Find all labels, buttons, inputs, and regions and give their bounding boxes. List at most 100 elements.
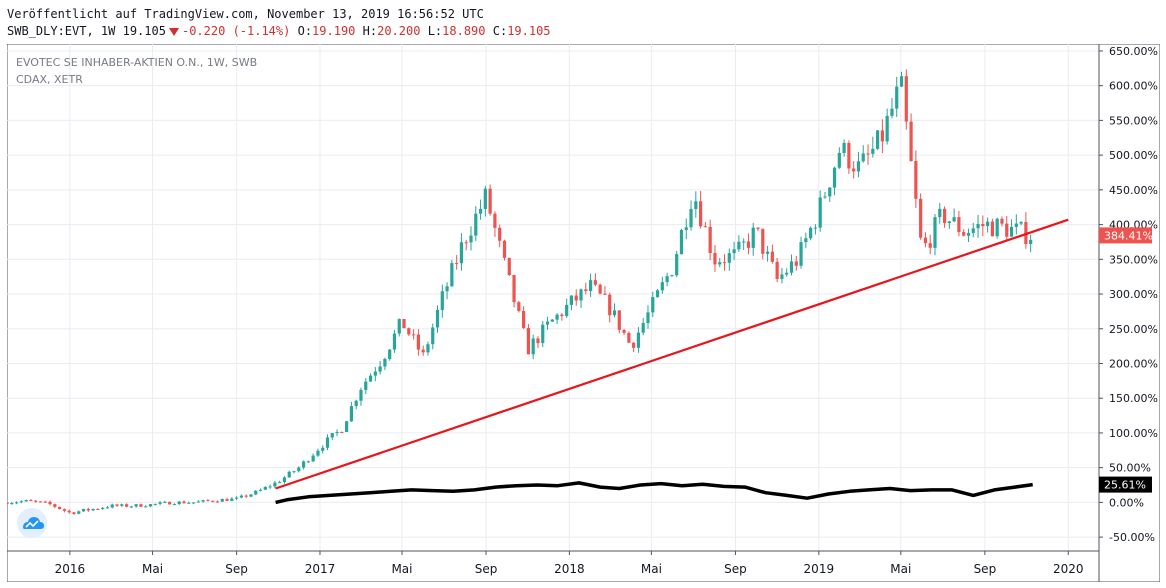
y-tick-label: 350.00% [1109, 253, 1158, 266]
candle-up [282, 477, 287, 483]
candle-down [852, 168, 856, 172]
candle-up [875, 130, 880, 149]
last-value-label: 25.61% [1104, 479, 1146, 492]
candle-up [230, 498, 234, 501]
candle-up [474, 213, 478, 236]
candle-down [225, 499, 229, 501]
candle-up [550, 319, 554, 322]
candle-up [278, 482, 282, 484]
candle-up [172, 504, 177, 506]
candle-up [675, 254, 679, 276]
close-label: C: [492, 24, 508, 38]
candle-down [909, 121, 913, 162]
price-chart[interactable]: -50.00% 0.00% 50.00% 100.00% 150.00% 200.00% 2… [5, 43, 1161, 583]
candle-up [469, 235, 473, 243]
candle-up [737, 241, 741, 250]
candle-up [809, 227, 813, 239]
candle-up [995, 218, 999, 237]
last-price: 19.105 [122, 24, 166, 38]
candle-down [928, 243, 932, 248]
candle-down [526, 327, 530, 355]
candle-up [938, 208, 942, 218]
candle-up [129, 506, 133, 508]
candle-up [368, 375, 373, 382]
candle-down [923, 237, 928, 244]
candle-down [139, 504, 143, 507]
candle-up [555, 314, 559, 320]
candle-up [694, 201, 698, 210]
candle-up [273, 482, 277, 487]
candle-down [770, 251, 774, 262]
x-tick-label: Sep [225, 562, 248, 576]
candle-up [813, 227, 818, 229]
y-tick-label: 250.00% [1109, 323, 1158, 336]
candle-down [168, 501, 172, 505]
candle-down [866, 153, 870, 155]
y-tick-label: 100.00% [1109, 427, 1158, 440]
candle-up [1019, 221, 1023, 224]
candle-down [914, 161, 918, 199]
candle-up [306, 461, 310, 463]
candle-down [593, 280, 597, 285]
y-tick-label: 150.00% [1109, 392, 1158, 405]
candle-up [263, 486, 267, 490]
candle-up [144, 506, 148, 508]
tradingview-cloud-icon[interactable] [17, 508, 47, 538]
candle-up [842, 142, 846, 153]
candle-up [254, 490, 258, 495]
candle-up [297, 467, 301, 472]
candle-up [742, 241, 746, 243]
price-change: -0.220 [181, 24, 226, 38]
candle-down [1000, 218, 1004, 224]
candle-up [651, 297, 655, 313]
candle-up [478, 208, 483, 214]
last-value-badges: 384.41% 25.61% [1099, 227, 1153, 493]
candle-down [746, 241, 751, 248]
candle-down [416, 334, 420, 350]
x-tick-label: 2020 [1053, 562, 1084, 576]
candle-up [861, 153, 865, 162]
candle-up [823, 196, 827, 198]
time-axis[interactable]: 2016 Mai Sep 2017 Mai Sep 2018 Mai Sep 2019 Mai Sep… [55, 551, 1084, 576]
candle-up [77, 511, 81, 514]
candle-up [837, 152, 841, 168]
candle-up [335, 431, 339, 434]
candle-up [10, 503, 14, 505]
candle-up [483, 188, 487, 209]
candle-down [598, 284, 602, 294]
index-series [275, 481, 1033, 505]
y-tick-label: 300.00% [1109, 288, 1158, 301]
candle-down [244, 495, 248, 497]
candle-down [560, 314, 564, 317]
open-value: 19.190 [312, 24, 356, 38]
candle-up [345, 421, 349, 432]
candle-up [440, 291, 444, 310]
candle-up [235, 497, 239, 499]
candle-up [325, 437, 330, 448]
candle-up [679, 229, 684, 255]
candle-down [464, 242, 468, 244]
candle-up [301, 461, 306, 468]
candle-down [880, 130, 884, 142]
low-value: 18.890 [442, 24, 486, 38]
candle-up [354, 400, 358, 407]
candle-up [966, 232, 971, 236]
candle-down [86, 508, 90, 511]
y-tick-label: 200.00% [1109, 357, 1158, 370]
candle-down [96, 508, 100, 510]
candle-down [48, 501, 52, 505]
y-tick-label: 500.00% [1109, 149, 1158, 162]
candle-up [268, 486, 272, 488]
candle-down [919, 198, 923, 238]
candle-up [388, 349, 392, 359]
candle-down [29, 500, 33, 502]
y-tick-label: 0.00% [1109, 496, 1144, 509]
candle-up [426, 344, 430, 353]
candle-down [124, 504, 129, 507]
candle-down [713, 252, 717, 265]
candle-up [856, 161, 861, 172]
candle-up [684, 227, 688, 230]
chart-area[interactable]: -50.00% 0.00% 50.00% 100.00% 150.00% 200.00% 2… [5, 43, 1161, 583]
candle-up [727, 253, 731, 263]
y-tick-label: -50.00% [1109, 531, 1155, 544]
